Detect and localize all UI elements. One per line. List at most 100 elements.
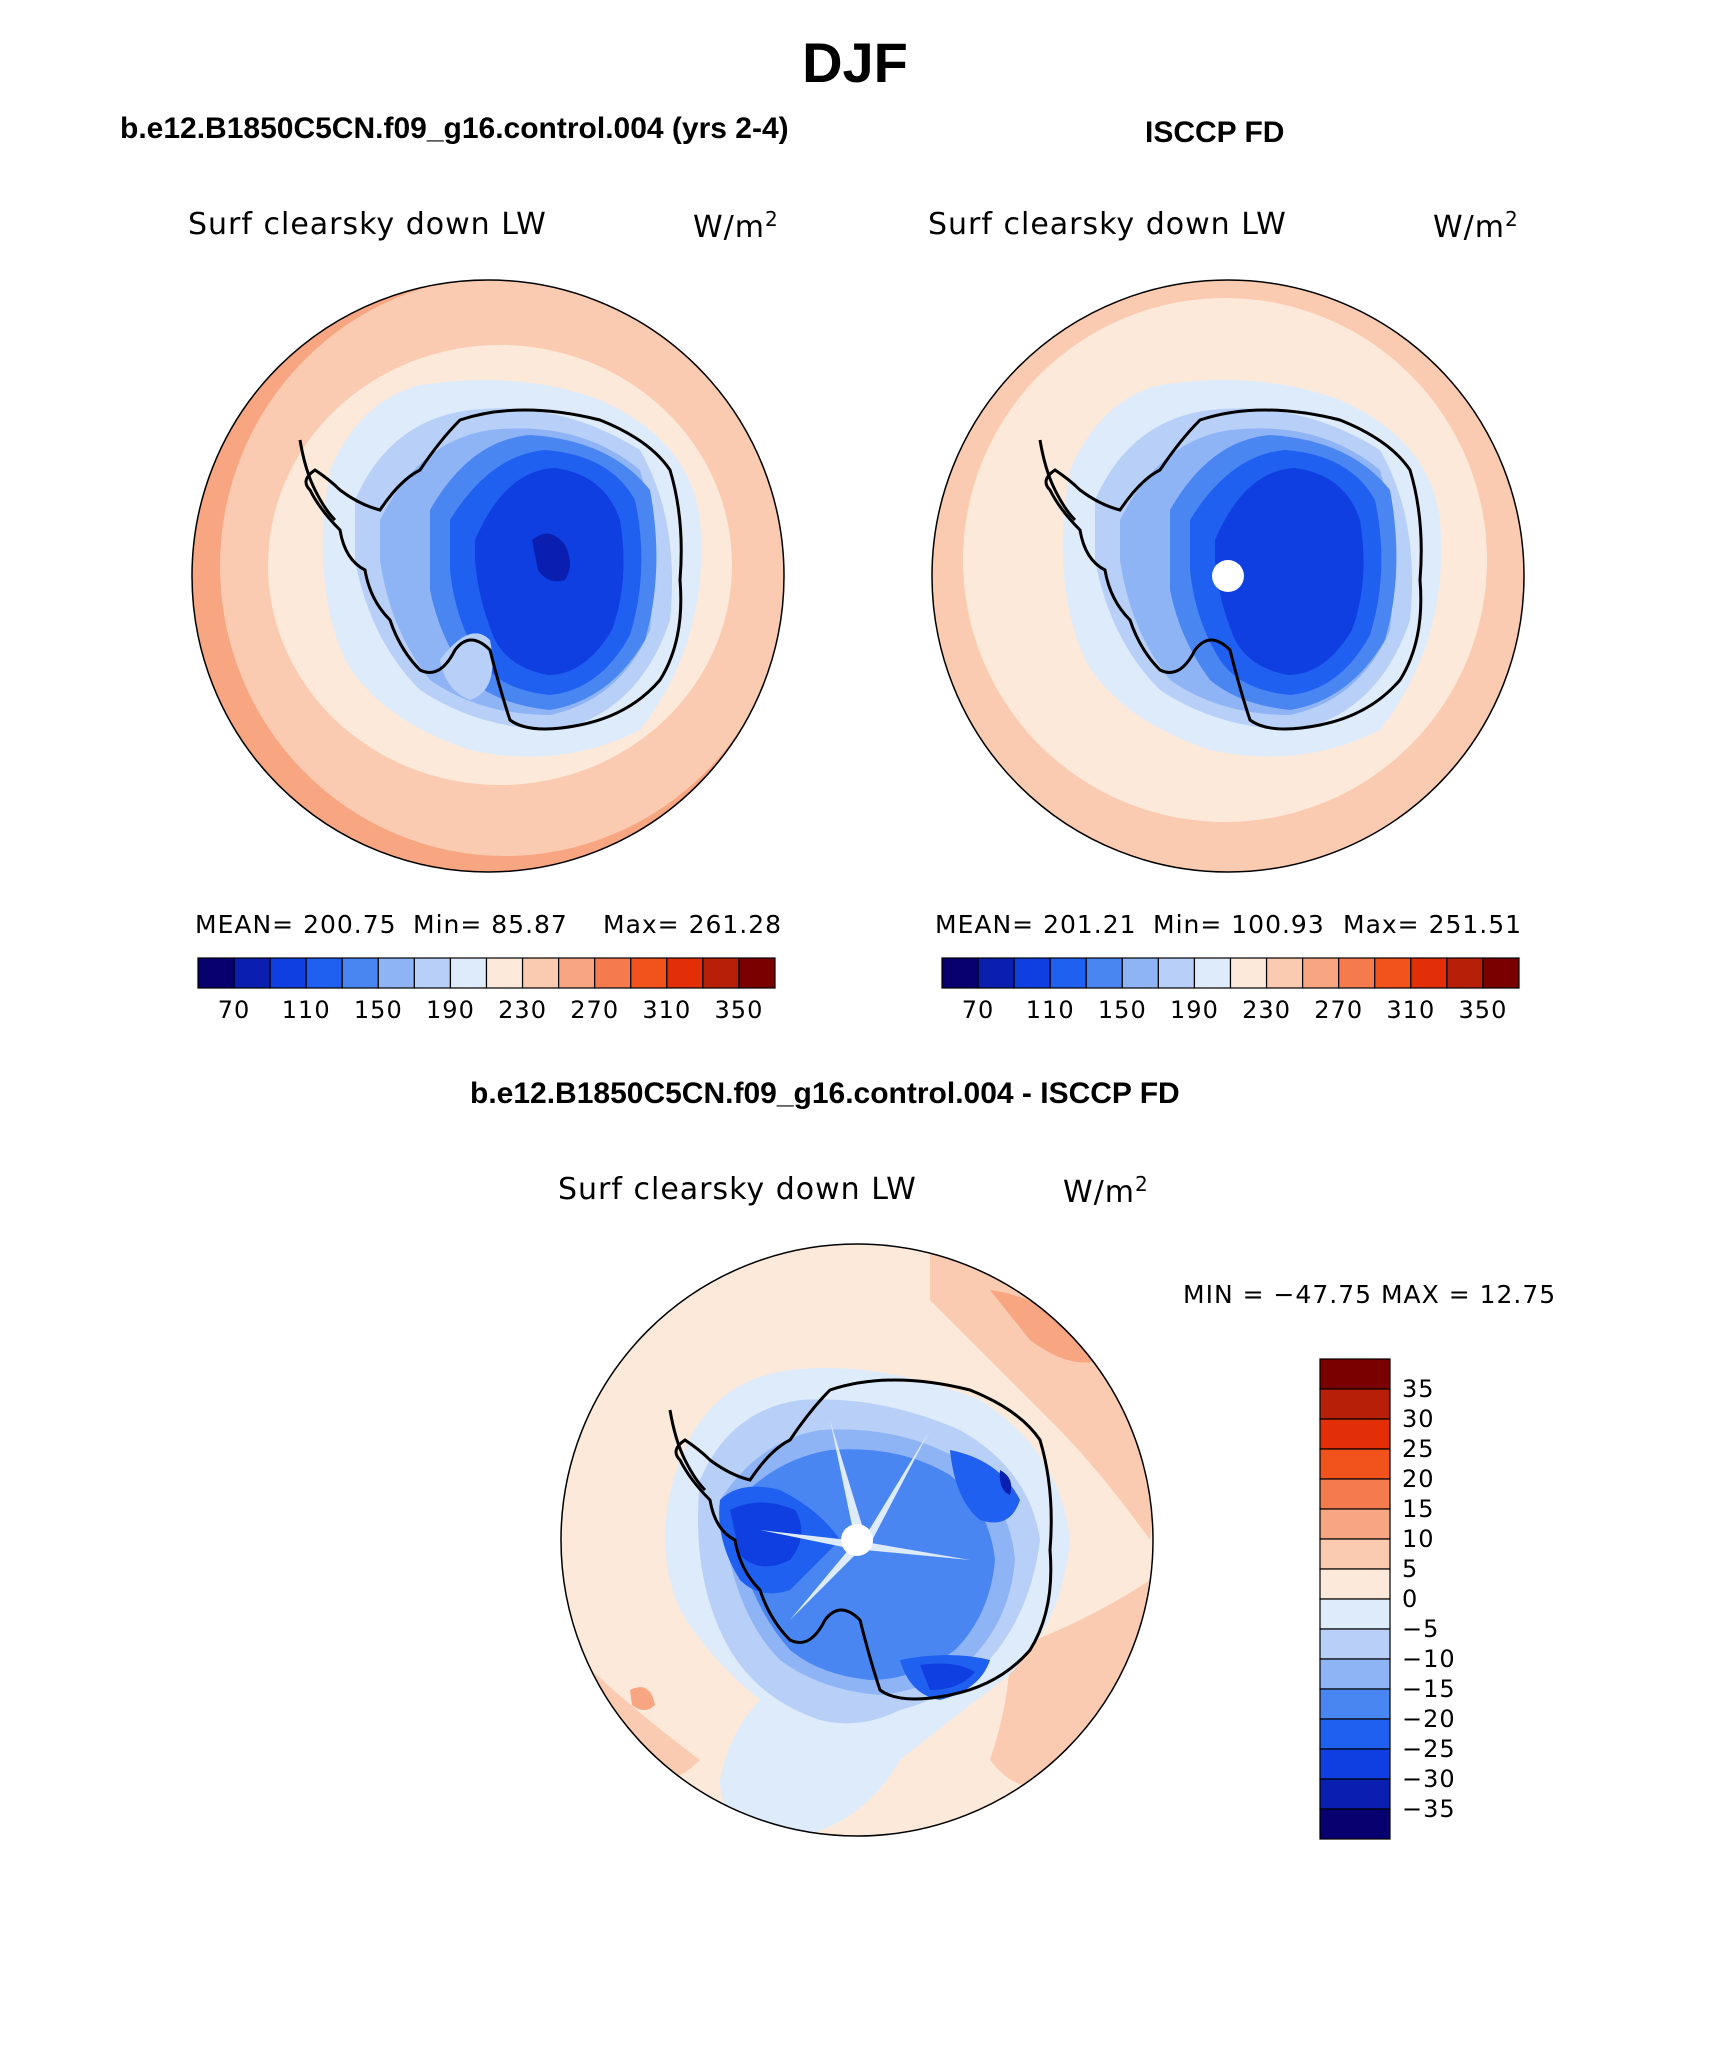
difference-subtitle: b.e12.B1850C5CN.f09_g16.control.004 - IS… [470, 1077, 1180, 1110]
colorbar-tick-label: 15 [1402, 1495, 1435, 1523]
colorbar-swatch [1302, 957, 1340, 989]
colorbar-tick-label: −10 [1402, 1645, 1456, 1673]
colorbar-tick-label: 70 [217, 996, 251, 1024]
colorbar-swatch [594, 957, 632, 989]
colorbar-swatch [1319, 1388, 1391, 1420]
colorbar-tick-label: 270 [570, 996, 620, 1024]
colorbar-swatch [1319, 1808, 1391, 1840]
obs-dataset-subtitle: ISCCP FD [1145, 116, 1285, 149]
colorbar-tick-label: 190 [1170, 996, 1219, 1024]
colorbar-swatch [449, 957, 488, 989]
colorbar-tick-label: −25 [1402, 1735, 1456, 1763]
colorbar-swatch [1085, 957, 1123, 989]
colorbar-tick-label: 25 [1402, 1435, 1435, 1463]
colorbar-tick-label: 150 [353, 996, 403, 1024]
colorbar-tick-label: 310 [1386, 996, 1436, 1024]
colorbar-tick-label: 350 [714, 996, 764, 1024]
colorbar-swatch [1482, 957, 1520, 989]
colorbar-swatch [269, 957, 307, 989]
colorbar-swatch [1049, 957, 1087, 989]
diff-minmax-label: MIN = −47.75 MAX = 12.75 [1183, 1280, 1557, 1309]
colorbar-tick-label: 350 [1458, 996, 1508, 1024]
colorbar-swatch [1319, 1658, 1391, 1690]
colorbar-swatch [1319, 1478, 1391, 1510]
colorbar-tick-label: 0 [1402, 1585, 1419, 1613]
colorbar-tick-label: 230 [1242, 996, 1291, 1024]
page-title: DJF [802, 31, 908, 94]
colorbar-swatch [233, 957, 271, 989]
model-polar-map [192, 280, 784, 872]
colorbar-swatch [485, 957, 524, 989]
obs-polar-map [932, 280, 1524, 872]
colorbar-swatch [941, 957, 979, 989]
model-mean-label: MEAN= 200.75 [195, 910, 397, 939]
model-variable-title: Surf clearsky down LW [188, 207, 547, 242]
colorbar-tick-label: 270 [1314, 996, 1364, 1024]
colorbar-swatch [1410, 957, 1448, 989]
colorbar-swatch [1121, 957, 1159, 989]
colorbar-tick-label: 310 [642, 996, 692, 1024]
obs-units: W/m2 [1433, 207, 1519, 245]
colorbar-swatch [1157, 957, 1196, 989]
colorbar-swatch [1265, 957, 1304, 989]
colorbar-tick-label: 190 [426, 996, 475, 1024]
colorbar-tick-label: −15 [1402, 1675, 1456, 1703]
colorbar-swatch [702, 957, 740, 989]
obs-mean-label: MEAN= 201.21 [935, 910, 1137, 939]
colorbar-swatch [521, 957, 560, 989]
colorbar-swatch [1319, 1598, 1391, 1630]
colorbar-swatch [1319, 1688, 1391, 1720]
colorbar-swatch [305, 957, 343, 989]
model-colorbar [197, 957, 776, 989]
colorbar-tick-label: 5 [1402, 1555, 1419, 1583]
colorbar-tick-label: 230 [498, 996, 547, 1024]
colorbar-tick-label: −20 [1402, 1705, 1456, 1733]
colorbar-swatch [738, 957, 776, 989]
colorbar-swatch [1229, 957, 1268, 989]
model-units: W/m2 [693, 207, 779, 245]
colorbar-swatch [1319, 1628, 1391, 1660]
difference-colorbar [1319, 1358, 1391, 1840]
colorbar-tick-label: −30 [1402, 1765, 1456, 1793]
colorbar-swatch [1319, 1358, 1391, 1390]
colorbar-tick-label: −5 [1402, 1615, 1440, 1643]
colorbar-tick-label: −35 [1402, 1795, 1456, 1823]
colorbar-swatch [1319, 1748, 1391, 1780]
colorbar-tick-label: 20 [1402, 1465, 1435, 1493]
colorbar-swatch [1319, 1448, 1391, 1480]
colorbar-swatch [1319, 1508, 1391, 1540]
diff-variable-title: Surf clearsky down LW [558, 1172, 917, 1207]
obs-colorbar [941, 957, 1520, 989]
model-max-label: Max= 261.28 [603, 910, 783, 939]
colorbar-swatch [341, 957, 379, 989]
colorbar-swatch [1319, 1418, 1391, 1450]
colorbar-swatch [1013, 957, 1051, 989]
model-min-label: Min= 85.87 [413, 910, 568, 939]
colorbar-swatch [413, 957, 452, 989]
obs-min-label: Min= 100.93 [1153, 910, 1325, 939]
colorbar-swatch [1319, 1778, 1391, 1810]
colorbar-tick-label: 10 [1402, 1525, 1435, 1553]
colorbar-tick-label: 110 [281, 996, 331, 1024]
colorbar-swatch [197, 957, 235, 989]
model-case-subtitle: b.e12.B1850C5CN.f09_g16.control.004 (yrs… [120, 112, 789, 145]
diff-units: W/m2 [1063, 1172, 1149, 1210]
colorbar-swatch [630, 957, 668, 989]
colorbar-swatch [1374, 957, 1412, 989]
colorbar-swatch [1446, 957, 1484, 989]
colorbar-swatch [666, 957, 704, 989]
colorbar-swatch [1319, 1718, 1391, 1750]
colorbar-swatch [558, 957, 596, 989]
colorbar-swatch [377, 957, 415, 989]
colorbar-tick-label: 110 [1025, 996, 1075, 1024]
colorbar-tick-label: 35 [1402, 1375, 1435, 1403]
obs-max-label: Max= 251.51 [1343, 910, 1523, 939]
colorbar-swatch [1319, 1538, 1391, 1570]
difference-polar-map [561, 1244, 1153, 1836]
colorbar-tick-label: 30 [1402, 1405, 1435, 1433]
colorbar-swatch [1319, 1568, 1391, 1600]
colorbar-tick-label: 70 [961, 996, 995, 1024]
obs-variable-title: Surf clearsky down LW [928, 207, 1287, 242]
colorbar-swatch [977, 957, 1015, 989]
